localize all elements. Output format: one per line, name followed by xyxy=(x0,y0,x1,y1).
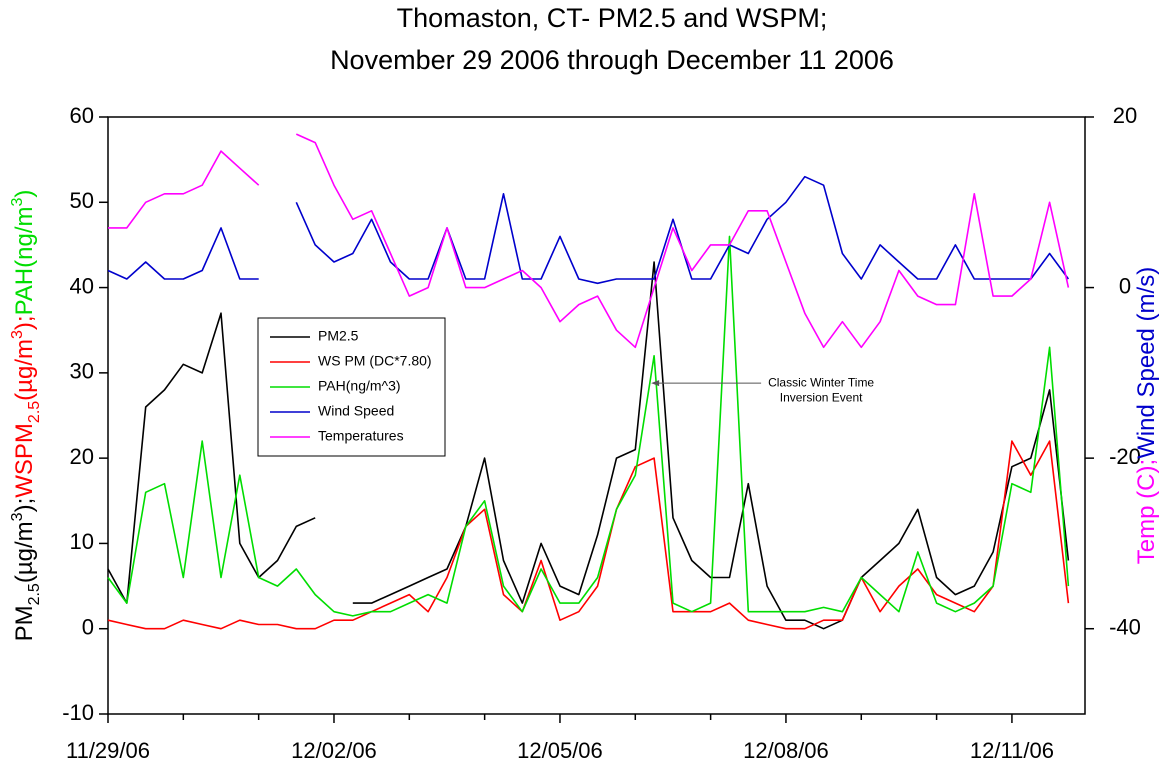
y-tick-label: 60 xyxy=(70,103,94,128)
plot-frame xyxy=(107,116,1086,715)
x-tick-label: 12/08/06 xyxy=(743,738,829,763)
series-line xyxy=(108,133,1070,349)
y2-tick-label: 20 xyxy=(1113,103,1137,128)
y-axis-label-part: PAH(ng/m xyxy=(11,207,38,316)
y-tick-label: 40 xyxy=(70,273,94,298)
y-axis-label-part: (µg/m xyxy=(11,339,38,401)
y-tick-label: 20 xyxy=(70,444,94,469)
y-axis-label-part: ) xyxy=(11,190,38,198)
y-axis-label-part: 2.5 xyxy=(26,401,43,423)
y-axis-label-part: PM xyxy=(11,605,38,641)
y-axis-label-part: WSPM xyxy=(11,423,38,498)
y-axis-label-part: (µg/m xyxy=(11,521,38,583)
series-line xyxy=(107,235,1070,617)
y-tick-label: 50 xyxy=(70,188,94,213)
annotation-text: Classic Winter Time xyxy=(768,375,874,389)
y-axis-label-part: ); xyxy=(11,315,38,330)
x-tick-label: 12/02/06 xyxy=(291,738,377,763)
y-axis-label-part: 3 xyxy=(9,198,26,207)
y-axis-label-part: 3 xyxy=(9,512,26,521)
legend-label: PAH(ng/m^3) xyxy=(318,378,401,394)
legend-label: Wind Speed xyxy=(318,403,394,419)
chart-title: Thomaston, CT- PM2.5 and WSPM; xyxy=(397,3,828,33)
y-axis-label-part: ); xyxy=(11,498,38,513)
x-tick-label: 12/11/06 xyxy=(970,738,1054,763)
legend-label: PM2.5 xyxy=(318,328,359,344)
series-line xyxy=(107,440,1070,630)
annotation-arrowhead xyxy=(651,380,660,387)
x-tick-label: 12/05/06 xyxy=(517,738,603,763)
y-tick-label: 10 xyxy=(70,529,94,554)
y-axis-label-part: 3 xyxy=(9,330,26,339)
annotation-text: Inversion Event xyxy=(780,390,863,404)
y-tick-label: 30 xyxy=(70,359,94,384)
series-line xyxy=(107,175,1070,285)
series-line xyxy=(107,261,1070,630)
y2-tick-label: -20 xyxy=(1109,444,1141,469)
y-tick-label: -10 xyxy=(62,700,94,725)
x-tick-label: 11/29/06 xyxy=(66,738,150,763)
y2-tick-label: 0 xyxy=(1119,273,1131,298)
y2-axis-label-part: Wind Speed (m/s) xyxy=(1133,267,1160,459)
y-axis-label: PM2.5(µg/m3);WSPM2.5(µg/m3);PAH(ng/m3) xyxy=(9,190,43,642)
y-axis-label-part: 2.5 xyxy=(26,583,43,605)
chart-title: November 29 2006 through December 11 200… xyxy=(330,45,894,75)
y-tick-label: 0 xyxy=(82,615,94,640)
y2-axis-label: Temp (C);Wind Speed (m/s) xyxy=(1133,267,1160,564)
y2-tick-label: -40 xyxy=(1109,615,1141,640)
y2-axis-label-part: Temp (C); xyxy=(1133,459,1160,564)
legend-label: Temperatures xyxy=(318,428,404,444)
legend-label: WS PM (DC*7.80) xyxy=(318,353,432,369)
